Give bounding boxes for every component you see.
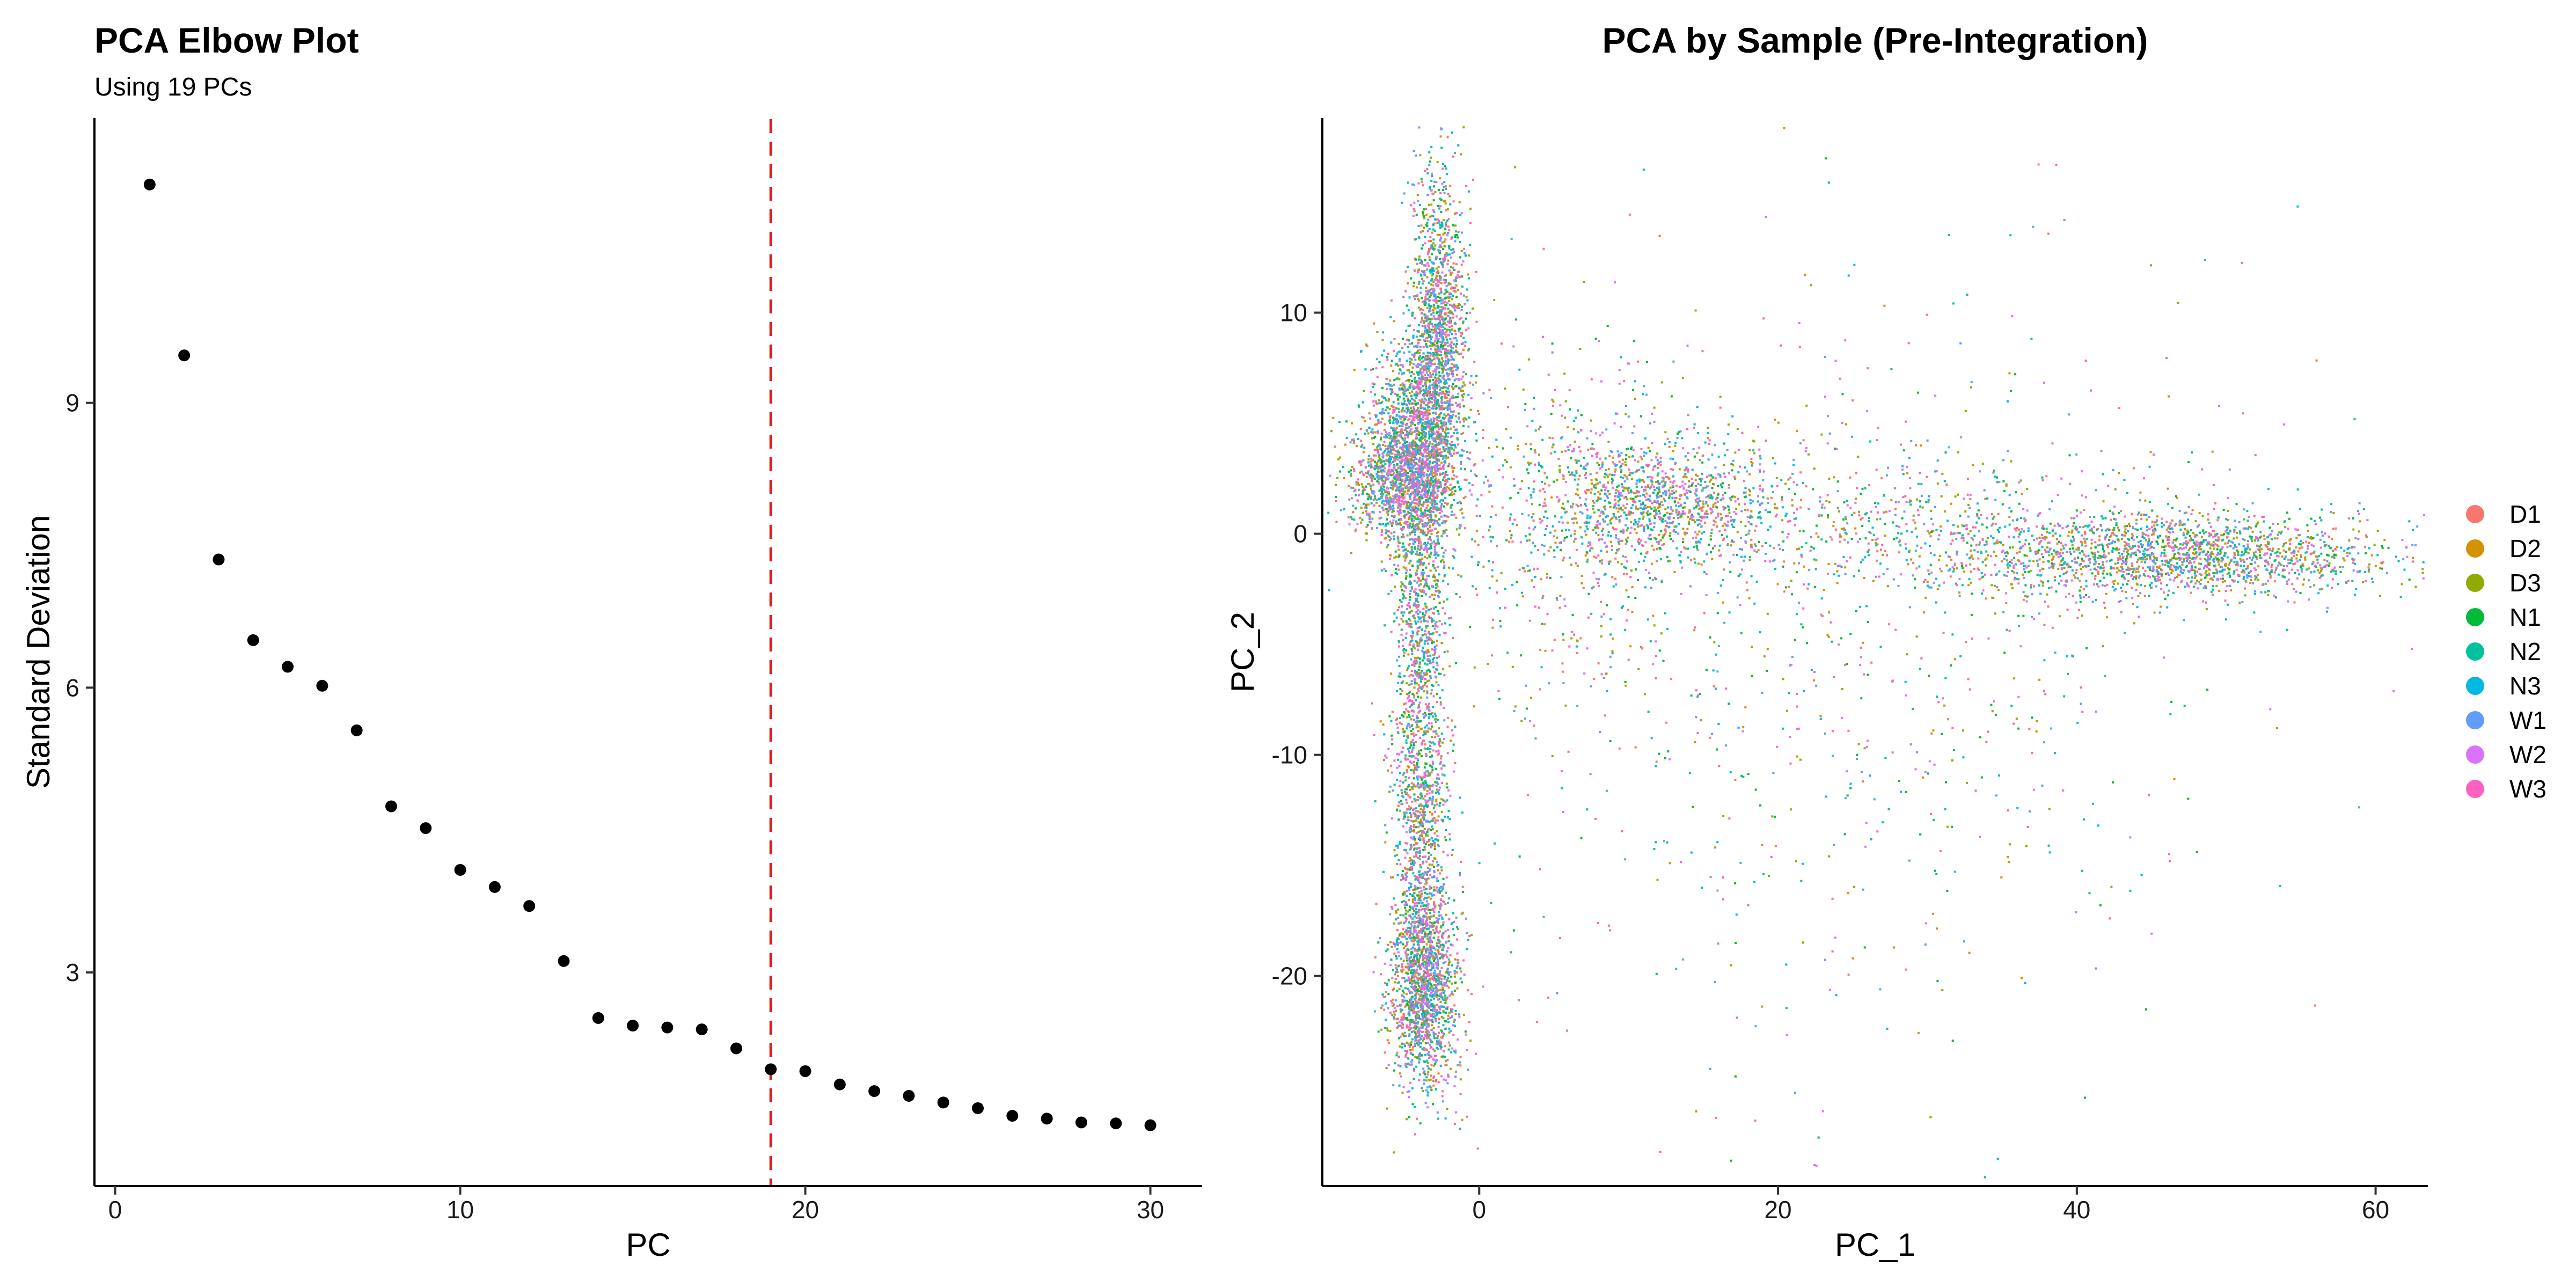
legend-label-n2: N2	[2509, 638, 2541, 665]
legend-swatch-d2	[2466, 539, 2484, 558]
y-tick-label: -20	[1272, 962, 1307, 990]
y-tick-label: 3	[65, 958, 79, 986]
legend-swatch-w3	[2466, 780, 2484, 798]
legend-label-w1: W1	[2509, 706, 2546, 734]
elbow-plot-subtitle: Using 19 PCs	[94, 73, 252, 101]
elbow-point	[213, 553, 225, 566]
pca-plot-title: PCA by Sample (Pre-Integration)	[1602, 20, 2148, 60]
elbow-point	[454, 863, 466, 876]
elbow-point	[1075, 1116, 1087, 1129]
elbow-point	[799, 1065, 811, 1077]
legend-label-w3: W3	[2509, 775, 2546, 803]
elbow-point	[1110, 1117, 1122, 1130]
legend-swatch-n1	[2466, 608, 2484, 626]
elbow-point	[350, 724, 363, 736]
elbow-plot-title: PCA Elbow Plot	[94, 20, 359, 60]
pca-x-ticks: 0 20 40 60	[1473, 1186, 2389, 1224]
pca-sample-panel: PCA by Sample (Pre-Integration) 0 20 40 60 …	[1225, 20, 2546, 1263]
pca-y-axis-title: PC_2	[1225, 612, 1261, 692]
elbow-point	[696, 1023, 708, 1036]
legend-swatch-d3	[2466, 574, 2484, 592]
elbow-point	[592, 1012, 604, 1024]
elbow-point	[730, 1042, 742, 1055]
x-tick-label: 60	[2362, 1196, 2389, 1224]
sample-legend: D1 D2 D3 N1 N2 N3 W1 W2 W3	[2466, 500, 2546, 803]
y-tick-label: 0	[1293, 520, 1307, 548]
x-tick-label: 10	[447, 1196, 474, 1224]
elbow-x-axis-title: PC	[626, 1227, 670, 1263]
elbow-plot-marks	[143, 119, 1157, 1185]
legend-swatch-w2	[2466, 745, 2484, 764]
elbow-point	[661, 1021, 674, 1034]
y-tick-label: -10	[1272, 741, 1307, 769]
legend-label-n1: N1	[2509, 603, 2541, 631]
elbow-x-ticks: 0 10 20 30	[108, 1186, 1164, 1224]
elbow-point	[903, 1089, 915, 1102]
elbow-point	[316, 679, 328, 692]
elbow-point	[558, 955, 570, 967]
legend-label-d1: D1	[2509, 500, 2541, 528]
y-tick-label: 6	[65, 674, 79, 701]
x-tick-label: 40	[2063, 1196, 2090, 1224]
elbow-point	[1041, 1113, 1053, 1125]
elbow-y-ticks: 3 6 9	[65, 389, 94, 986]
elbow-point	[833, 1078, 846, 1091]
elbow-point	[178, 349, 191, 362]
x-tick-label: 20	[792, 1196, 819, 1224]
legend-label-w2: W2	[2509, 741, 2546, 769]
x-tick-label: 0	[1473, 1196, 1487, 1224]
legend-swatch-n3	[2466, 677, 2484, 695]
legend-swatch-w1	[2466, 711, 2484, 729]
x-tick-label: 20	[1764, 1196, 1791, 1224]
elbow-point	[1144, 1119, 1157, 1131]
elbow-point	[143, 178, 156, 191]
elbow-point	[385, 800, 397, 813]
elbow-y-axis-title: Standard Deviation	[20, 515, 56, 789]
pca-y-ticks: 10 0 -10 -20	[1272, 299, 1322, 990]
elbow-point	[972, 1102, 984, 1114]
x-tick-label: 0	[108, 1196, 122, 1224]
legend-label-n3: N3	[2509, 672, 2541, 700]
elbow-point	[488, 881, 501, 893]
elbow-point	[1006, 1110, 1019, 1122]
legend-swatch-d1	[2466, 505, 2484, 523]
elbow-point	[627, 1020, 639, 1032]
legend-label-d2: D2	[2509, 535, 2541, 562]
elbow-point	[282, 661, 294, 673]
pca-x-axis-title: PC_1	[1835, 1227, 1915, 1263]
elbow-point	[247, 634, 259, 646]
x-tick-label: 30	[1137, 1196, 1164, 1224]
y-tick-label: 9	[65, 389, 79, 417]
elbow-point	[420, 822, 432, 835]
y-tick-label: 10	[1280, 299, 1307, 327]
elbow-point	[868, 1085, 881, 1097]
elbow-point	[937, 1096, 949, 1109]
elbow-point	[523, 900, 536, 912]
legend-label-d3: D3	[2509, 569, 2541, 597]
elbow-plot-panel: PCA Elbow Plot Using 19 PCs 0 10 20 30 369 …	[20, 20, 1202, 1263]
legend-swatch-n2	[2466, 642, 2484, 661]
elbow-point	[765, 1063, 777, 1075]
